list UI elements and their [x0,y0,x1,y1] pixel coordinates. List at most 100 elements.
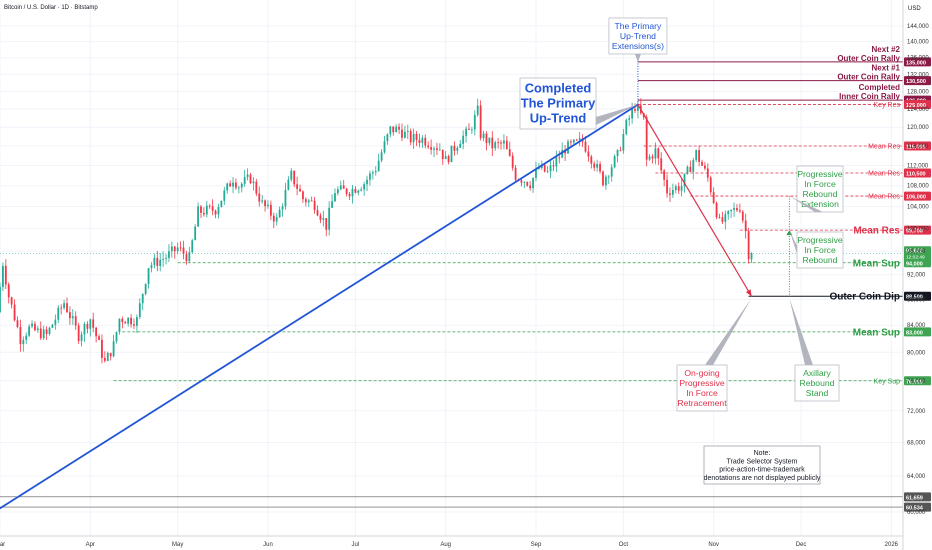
candle-body [205,205,208,215]
candle-body [436,148,438,151]
y-tick-label: 144,000 [907,24,929,30]
candle-body [570,141,572,143]
candle-body [438,149,441,151]
candle-body [95,327,98,337]
callout-pointer [789,196,823,212]
candle-body [339,185,342,190]
callout-box [794,364,840,402]
candle-body [686,166,689,174]
x-tick-label: May [172,542,183,548]
candle-body [674,186,677,190]
candle-body [424,137,427,146]
candle-body [45,329,48,334]
candle-body [342,185,345,189]
candle-body [69,312,71,319]
candle-body [325,218,328,230]
candle-body [302,191,304,200]
note-text: Trade Selector System [727,458,798,465]
candle-body [610,167,613,177]
candle-body [654,148,657,159]
candle-body [98,336,100,340]
callout-text: Completed [525,81,592,96]
candle-body [403,131,406,138]
candle-body [736,208,738,211]
candle-body [459,143,462,148]
candle-body [604,176,607,186]
candle-body [77,325,80,342]
candle-body [313,200,316,211]
y-tick-label: 136,000 [907,56,929,62]
candle-body [558,157,561,159]
callout-pointer [705,298,752,365]
candle-body [66,303,68,313]
y-tick-label: 68,000 [907,441,926,447]
candle-body [500,142,502,144]
callout-pointer [789,298,813,365]
candle-body [34,323,36,331]
candle-body [275,217,278,222]
candle-body [57,307,60,320]
callout-text: Progressive [797,169,843,179]
candle-body [4,265,7,285]
price-badge [904,57,931,67]
level-text: Next #1 [872,64,901,73]
candle-body [246,174,249,178]
candle-body [575,139,578,141]
candle-body [470,129,473,131]
price-badge [904,225,931,235]
last-price-badge [904,246,931,261]
candle-body [258,193,261,202]
y-tick-label: 72,000 [907,409,926,415]
candle-body [16,320,19,327]
candle-body [197,206,199,227]
callout-text: Stand [806,388,829,398]
y-tick-label: 76,000 [907,379,926,385]
candle-body [456,147,459,151]
candle-body [86,323,89,329]
candle-body [552,165,555,167]
candle-body [587,151,590,157]
candle-body [727,211,730,215]
callout-text: Rebound [800,378,835,388]
candle-body [669,193,671,195]
candle-body [537,167,540,169]
chart-title: Bitcoin / U.S. Dollar · 1D · Bitstamp [4,5,98,11]
candle-body [488,137,491,144]
candle-body [182,247,185,254]
candle-body [226,183,229,191]
candle-body [281,206,284,210]
price-badge-label: 130,500 [906,79,926,85]
candle-body [625,119,628,135]
candle-body [179,247,182,249]
callout-text: In Force [804,245,836,255]
candle-body [92,319,95,328]
candle-body [188,252,191,262]
candle-body [170,246,173,252]
level-text: Mean Sup [853,327,900,338]
candle-body [733,208,735,210]
candle-body [508,149,511,156]
candle-body [374,170,377,173]
price-badge-label: 88,500 [906,295,923,301]
candle-body [39,328,42,339]
candle-body [491,137,494,149]
candle-body [701,161,703,166]
candle-body [360,189,363,191]
callout-text: In Force [804,179,836,189]
candle-body [744,220,747,232]
level-text: Outer Coin Rally [837,54,900,63]
candle-body [683,173,686,187]
candle-body [200,206,202,213]
candle-body [261,200,264,202]
callout-pointer [596,104,638,125]
level-text: Mean Res [868,170,900,177]
candle-body [272,215,275,222]
note-text: price-action-time-trademark [719,467,805,474]
x-tick-label: Nov [708,542,719,548]
candle-body [124,322,127,324]
note-frame [703,445,821,485]
level-text: Key Sup [874,378,901,385]
candle-body [648,156,651,160]
x-tick-label: Jul [352,542,360,548]
